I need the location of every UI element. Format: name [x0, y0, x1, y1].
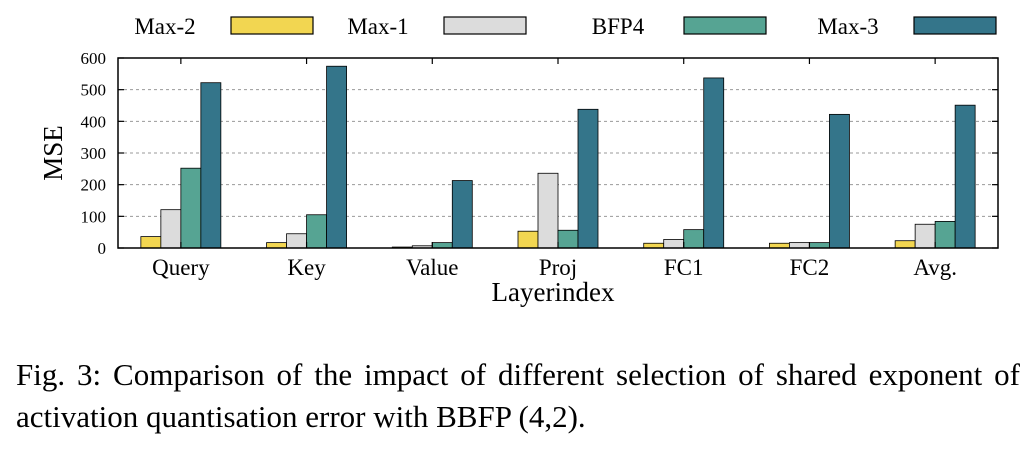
bar-max-1	[789, 242, 810, 249]
gridlines	[118, 89, 998, 217]
x-axis-ticks: Query Key Value Proj FC1 FC2 Avg.	[152, 58, 957, 280]
y-tick-label: 600	[81, 49, 107, 68]
x-tick-label: Proj	[539, 255, 577, 280]
y-tick-label: 400	[81, 112, 107, 131]
y-axis-ticks: 0 100 200 300 400 500 600	[81, 49, 998, 258]
y-tick-label: 100	[81, 207, 107, 226]
legend-swatch	[913, 16, 997, 35]
y-axis-label: MSE	[38, 125, 68, 181]
legend: Max-2 Max-1 BFP4 Max-3	[134, 14, 997, 39]
legend-label: BFP4	[592, 14, 645, 39]
x-tick-label: Query	[152, 255, 210, 280]
legend-swatch	[230, 16, 314, 35]
y-tick-label: 200	[81, 176, 107, 195]
legend-swatch	[443, 16, 527, 35]
legend-label: Max-1	[347, 14, 408, 39]
x-axis-label: Layerindex	[492, 277, 615, 307]
figure-caption: Fig. 3: Comparison of the impact of diff…	[16, 354, 1020, 438]
bar-max-3	[326, 65, 347, 249]
bar-bfp4	[557, 229, 579, 249]
bar-max-3	[577, 108, 599, 249]
legend-label: Max-2	[134, 14, 195, 39]
x-tick-label: FC2	[790, 255, 830, 280]
y-tick-label: 0	[98, 239, 107, 258]
caption-label: Fig. 3:	[16, 357, 102, 392]
bar-bfp4	[180, 167, 202, 249]
x-tick-label: Value	[406, 255, 458, 280]
bar-max-1	[537, 172, 559, 249]
bar-max-2	[517, 230, 539, 249]
bar-bfp4	[306, 214, 327, 249]
bar-max-2	[894, 240, 916, 249]
bar-max-3	[703, 77, 725, 249]
bar-max-3	[954, 104, 976, 249]
bar-bfp4	[431, 242, 453, 249]
y-tick-label: 500	[81, 81, 107, 100]
bar-chart: 0 100 200 300 400 500 600 Query Key Value Proj FC1…	[38, 14, 999, 307]
legend-swatch	[683, 16, 767, 35]
bar-max-2	[140, 236, 162, 249]
bar-bfp4	[683, 229, 705, 249]
bar-max-1	[160, 209, 182, 249]
bar-bfp4	[809, 242, 830, 249]
bar-max-1	[914, 223, 936, 249]
bar-max-3	[451, 180, 473, 249]
bar-max-2	[266, 242, 287, 249]
x-tick-label: FC1	[664, 255, 704, 280]
bar-bfp4	[934, 220, 956, 249]
bar-max-3	[200, 82, 222, 249]
bar-max-3	[829, 113, 850, 249]
x-tick-label: Avg.	[913, 255, 957, 280]
bars	[140, 65, 976, 249]
caption-text: Comparison of the impact of different se…	[16, 357, 1020, 434]
bar-max-1	[663, 239, 685, 249]
legend-label: Max-3	[817, 14, 878, 39]
bar-max-1	[286, 233, 307, 249]
x-tick-label: Key	[287, 255, 326, 280]
y-tick-label: 300	[81, 144, 107, 163]
